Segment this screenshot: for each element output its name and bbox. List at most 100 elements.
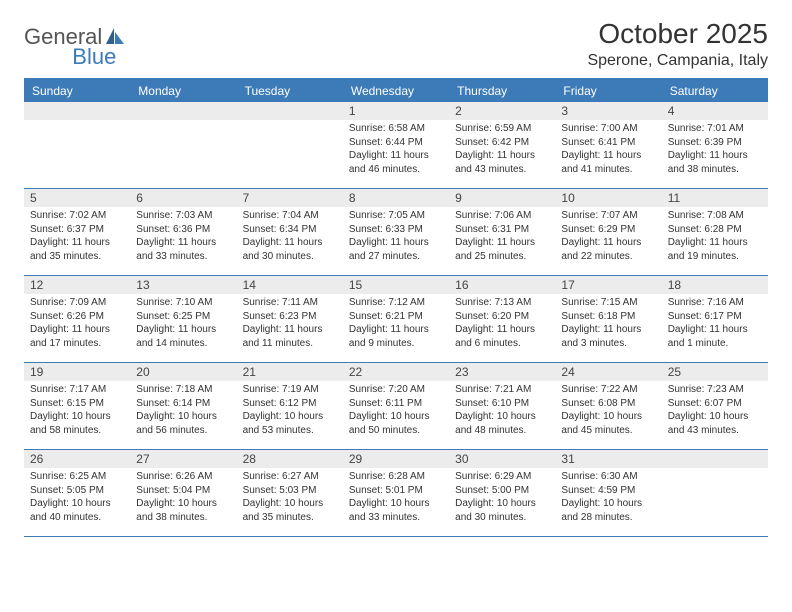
sunrise-line: Sunrise: 7:02 AM	[30, 209, 124, 223]
day-number: 8	[343, 189, 449, 207]
day-number: 27	[130, 450, 236, 468]
cell-body: Sunrise: 6:30 AMSunset: 4:59 PMDaylight:…	[555, 468, 661, 528]
sunrise-line: Sunrise: 7:09 AM	[30, 296, 124, 310]
daylight-line: Daylight: 11 hours and 6 minutes.	[455, 323, 549, 350]
sunrise-line: Sunrise: 6:25 AM	[30, 470, 124, 484]
calendar-cell: 12Sunrise: 7:09 AMSunset: 6:26 PMDayligh…	[24, 276, 130, 362]
cell-body: Sunrise: 7:20 AMSunset: 6:11 PMDaylight:…	[343, 381, 449, 441]
day-number: 19	[24, 363, 130, 381]
cell-body: Sunrise: 7:01 AMSunset: 6:39 PMDaylight:…	[662, 120, 768, 180]
cell-body: Sunrise: 7:12 AMSunset: 6:21 PMDaylight:…	[343, 294, 449, 354]
cell-body: Sunrise: 7:03 AMSunset: 6:36 PMDaylight:…	[130, 207, 236, 267]
calendar-cell: 28Sunrise: 6:27 AMSunset: 5:03 PMDayligh…	[237, 450, 343, 536]
daylight-line: Daylight: 11 hours and 22 minutes.	[561, 236, 655, 263]
daylight-line: Daylight: 10 hours and 58 minutes.	[30, 410, 124, 437]
day-number: 9	[449, 189, 555, 207]
day-number: 5	[24, 189, 130, 207]
sunrise-line: Sunrise: 7:05 AM	[349, 209, 443, 223]
day-number: 24	[555, 363, 661, 381]
cell-body: Sunrise: 7:18 AMSunset: 6:14 PMDaylight:…	[130, 381, 236, 441]
day-number: 30	[449, 450, 555, 468]
day-number: 29	[343, 450, 449, 468]
sunset-line: Sunset: 5:01 PM	[349, 484, 443, 498]
daylight-line: Daylight: 11 hours and 41 minutes.	[561, 149, 655, 176]
daylight-line: Daylight: 11 hours and 3 minutes.	[561, 323, 655, 350]
sunrise-line: Sunrise: 7:01 AM	[668, 122, 762, 136]
cell-body: Sunrise: 7:04 AMSunset: 6:34 PMDaylight:…	[237, 207, 343, 267]
calendar-cell	[24, 102, 130, 188]
day-header: Saturday	[662, 80, 768, 102]
daylight-line: Daylight: 11 hours and 43 minutes.	[455, 149, 549, 176]
cell-body: Sunrise: 7:13 AMSunset: 6:20 PMDaylight:…	[449, 294, 555, 354]
sunset-line: Sunset: 6:11 PM	[349, 397, 443, 411]
day-number: 31	[555, 450, 661, 468]
week-row: 12Sunrise: 7:09 AMSunset: 6:26 PMDayligh…	[24, 276, 768, 363]
cell-body: Sunrise: 6:25 AMSunset: 5:05 PMDaylight:…	[24, 468, 130, 528]
calendar-cell: 20Sunrise: 7:18 AMSunset: 6:14 PMDayligh…	[130, 363, 236, 449]
day-number	[130, 102, 236, 120]
sunset-line: Sunset: 4:59 PM	[561, 484, 655, 498]
day-number: 15	[343, 276, 449, 294]
daylight-line: Daylight: 11 hours and 1 minute.	[668, 323, 762, 350]
cell-body: Sunrise: 7:02 AMSunset: 6:37 PMDaylight:…	[24, 207, 130, 267]
calendar-cell: 15Sunrise: 7:12 AMSunset: 6:21 PMDayligh…	[343, 276, 449, 362]
calendar-cell: 29Sunrise: 6:28 AMSunset: 5:01 PMDayligh…	[343, 450, 449, 536]
daylight-line: Daylight: 10 hours and 33 minutes.	[349, 497, 443, 524]
cell-body: Sunrise: 6:26 AMSunset: 5:04 PMDaylight:…	[130, 468, 236, 528]
cell-body	[24, 120, 130, 126]
calendar-cell: 4Sunrise: 7:01 AMSunset: 6:39 PMDaylight…	[662, 102, 768, 188]
calendar-cell: 18Sunrise: 7:16 AMSunset: 6:17 PMDayligh…	[662, 276, 768, 362]
day-header: Sunday	[24, 80, 130, 102]
week-row: 1Sunrise: 6:58 AMSunset: 6:44 PMDaylight…	[24, 102, 768, 189]
cell-body: Sunrise: 7:22 AMSunset: 6:08 PMDaylight:…	[555, 381, 661, 441]
day-number: 20	[130, 363, 236, 381]
calendar-cell: 11Sunrise: 7:08 AMSunset: 6:28 PMDayligh…	[662, 189, 768, 275]
day-headers-row: SundayMondayTuesdayWednesdayThursdayFrid…	[24, 80, 768, 102]
day-header: Tuesday	[237, 80, 343, 102]
calendar-cell: 22Sunrise: 7:20 AMSunset: 6:11 PMDayligh…	[343, 363, 449, 449]
day-number: 25	[662, 363, 768, 381]
cell-body: Sunrise: 7:00 AMSunset: 6:41 PMDaylight:…	[555, 120, 661, 180]
day-number: 22	[343, 363, 449, 381]
daylight-line: Daylight: 10 hours and 56 minutes.	[136, 410, 230, 437]
day-number: 3	[555, 102, 661, 120]
cell-body: Sunrise: 6:29 AMSunset: 5:00 PMDaylight:…	[449, 468, 555, 528]
daylight-line: Daylight: 11 hours and 33 minutes.	[136, 236, 230, 263]
sunrise-line: Sunrise: 7:00 AM	[561, 122, 655, 136]
sunrise-line: Sunrise: 7:21 AM	[455, 383, 549, 397]
cell-body: Sunrise: 6:58 AMSunset: 6:44 PMDaylight:…	[343, 120, 449, 180]
daylight-line: Daylight: 10 hours and 48 minutes.	[455, 410, 549, 437]
sunset-line: Sunset: 5:04 PM	[136, 484, 230, 498]
daylight-line: Daylight: 11 hours and 9 minutes.	[349, 323, 443, 350]
calendar: SundayMondayTuesdayWednesdayThursdayFrid…	[24, 78, 768, 537]
calendar-cell: 8Sunrise: 7:05 AMSunset: 6:33 PMDaylight…	[343, 189, 449, 275]
calendar-cell: 14Sunrise: 7:11 AMSunset: 6:23 PMDayligh…	[237, 276, 343, 362]
location-text: Sperone, Campania, Italy	[587, 52, 768, 70]
sunset-line: Sunset: 6:23 PM	[243, 310, 337, 324]
cell-body	[130, 120, 236, 126]
cell-body: Sunrise: 6:59 AMSunset: 6:42 PMDaylight:…	[449, 120, 555, 180]
sunrise-line: Sunrise: 6:26 AM	[136, 470, 230, 484]
day-header: Thursday	[449, 80, 555, 102]
day-number	[237, 102, 343, 120]
sunset-line: Sunset: 6:07 PM	[668, 397, 762, 411]
cell-body: Sunrise: 7:23 AMSunset: 6:07 PMDaylight:…	[662, 381, 768, 441]
sunset-line: Sunset: 6:12 PM	[243, 397, 337, 411]
week-row: 19Sunrise: 7:17 AMSunset: 6:15 PMDayligh…	[24, 363, 768, 450]
day-number	[662, 450, 768, 468]
sunset-line: Sunset: 6:37 PM	[30, 223, 124, 237]
title-block: October 2025 Sperone, Campania, Italy	[587, 18, 768, 70]
logo-text-blue: Blue	[72, 44, 116, 70]
daylight-line: Daylight: 11 hours and 27 minutes.	[349, 236, 443, 263]
sunrise-line: Sunrise: 6:59 AM	[455, 122, 549, 136]
calendar-cell: 5Sunrise: 7:02 AMSunset: 6:37 PMDaylight…	[24, 189, 130, 275]
sunrise-line: Sunrise: 7:16 AM	[668, 296, 762, 310]
sunset-line: Sunset: 6:44 PM	[349, 136, 443, 150]
day-number: 16	[449, 276, 555, 294]
calendar-cell: 26Sunrise: 6:25 AMSunset: 5:05 PMDayligh…	[24, 450, 130, 536]
daylight-line: Daylight: 11 hours and 30 minutes.	[243, 236, 337, 263]
calendar-cell	[130, 102, 236, 188]
daylight-line: Daylight: 10 hours and 35 minutes.	[243, 497, 337, 524]
day-header: Wednesday	[343, 80, 449, 102]
calendar-cell: 27Sunrise: 6:26 AMSunset: 5:04 PMDayligh…	[130, 450, 236, 536]
